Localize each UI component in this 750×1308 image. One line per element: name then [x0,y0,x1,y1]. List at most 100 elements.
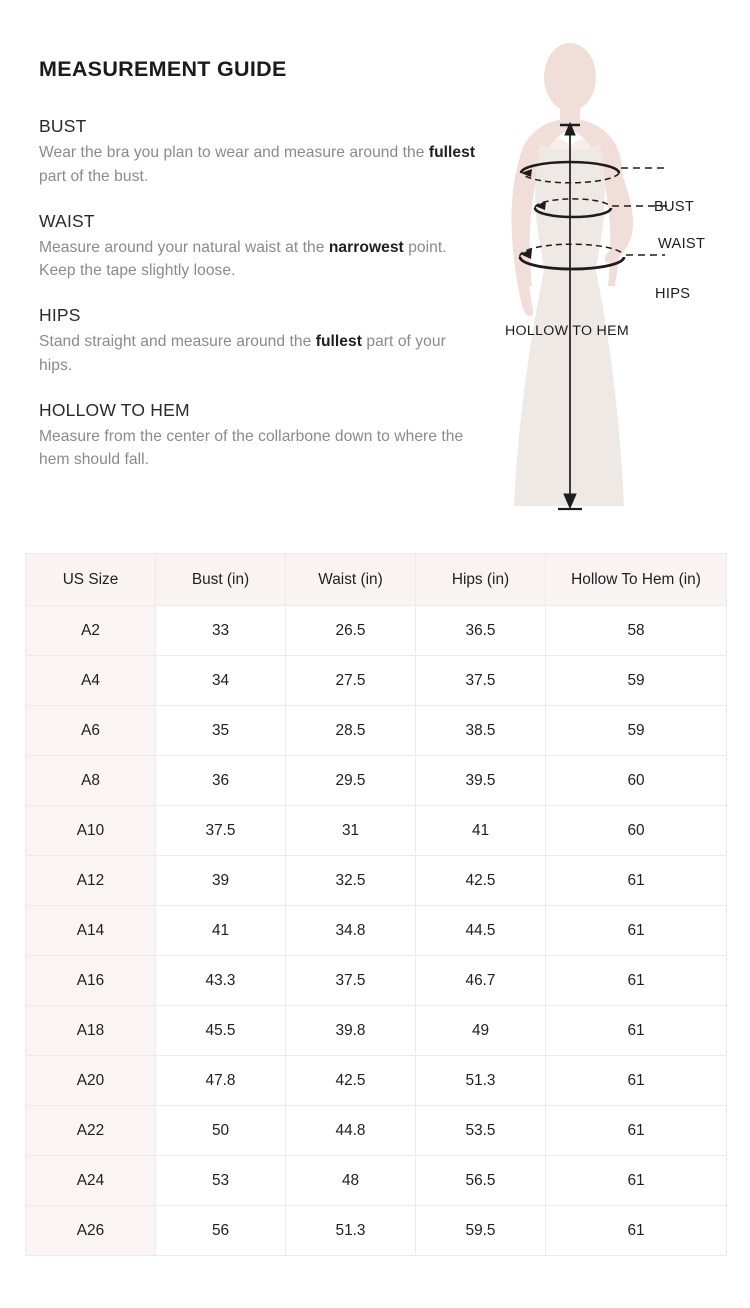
column-header-waist: Waist (in) [285,553,416,606]
size-chart-table: US Size Bust (in) Waist (in) Hips (in) H… [25,553,727,1256]
hth-text-pre: Measure from the center of the collarbon… [39,427,464,469]
waist-ring-back [534,198,610,209]
bust-emphasis: fullest [428,144,476,162]
figure-label-hollow-to-hem: HOLLOW TO HEM [505,323,629,339]
cell-measurement: 61 [545,905,727,956]
page-title: MEASUREMENT GUIDE [39,57,287,81]
section-hollow-to-hem-body: Measure from the center of the collarbon… [39,425,479,472]
head-shape [544,43,596,111]
bust-text-post: part of the bust. [39,167,149,185]
column-header-hollow-to-hem: Hollow To Hem (in) [545,553,727,606]
figure-label-waist: WAIST [658,236,706,252]
cell-measurement: 51.3 [415,1055,546,1106]
right-arm-shape [602,150,634,263]
cell-measurement: 53.5 [415,1105,546,1156]
cell-measurement: 31 [285,805,416,856]
hips-text-pre: Stand straight and measure around the [39,333,316,351]
cell-measurement: 39.5 [415,755,546,806]
table-row: A22 50 44.8 53.5 61 [25,1105,727,1156]
cell-measurement: 56.5 [415,1155,546,1206]
cell-measurement: 58 [545,605,727,656]
cell-us-size: A16 [25,955,156,1006]
section-waist: WAIST Measure around your natural waist … [39,211,479,284]
cell-measurement: 47.8 [155,1055,286,1106]
waist-measure-ring [533,198,668,219]
cell-measurement: 43.3 [155,955,286,1006]
cell-measurement: 36.5 [415,605,546,656]
left-arm-shape [511,152,534,317]
table-header-row: US Size Bust (in) Waist (in) Hips (in) H… [25,553,727,606]
cell-measurement: 60 [545,755,727,806]
cell-measurement: 61 [545,955,727,1006]
cell-us-size: A12 [25,855,156,906]
cell-measurement: 61 [545,1205,727,1256]
section-waist-heading: WAIST [39,210,95,231]
cell-us-size: A24 [25,1155,156,1206]
hips-emphasis: fullest [315,333,362,351]
table-row: A18 45.5 39.8 49 61 [25,1005,727,1056]
section-bust-body: Wear the bra you plan to wear and measur… [39,141,479,188]
section-hips-heading: HIPS [39,305,81,325]
section-waist-body: Measure around your natural waist at the… [39,236,479,283]
cell-measurement: 48 [285,1155,416,1206]
table-row: A2 33 26.5 36.5 58 [25,605,727,656]
cell-measurement: 46.7 [415,955,546,1006]
cell-measurement: 61 [545,1155,727,1206]
column-header-hips: Hips (in) [415,553,546,606]
cell-measurement: 37.5 [415,655,546,706]
bust-ring-front [519,160,621,174]
cell-measurement: 59 [545,655,727,706]
cell-measurement: 32.5 [285,855,416,906]
section-bust: BUST Wear the bra you plan to wear and m… [39,116,479,189]
cell-measurement: 56 [155,1205,286,1256]
cell-measurement: 34.8 [285,905,416,956]
cell-us-size: A10 [25,805,156,856]
neck-shape [560,102,580,124]
cell-measurement: 37.5 [285,955,416,1006]
cell-measurement: 45.5 [155,1005,286,1056]
figure-label-bust: BUST [654,199,695,215]
cell-measurement: 61 [545,1105,727,1156]
cell-measurement: 61 [545,855,727,906]
cell-measurement: 37.5 [155,805,286,856]
cell-measurement: 26.5 [285,605,416,656]
size-chart-body: A2 33 26.5 36.5 58 A4 34 27.5 37.5 59 A6 35 28.5 38.5… [25,605,727,1256]
cell-measurement: 27.5 [285,655,416,706]
cell-measurement: 53 [155,1155,286,1206]
cell-measurement: 60 [545,805,727,856]
cell-measurement: 59.5 [415,1205,546,1256]
table-row: A8 36 29.5 39.5 60 [25,755,727,806]
table-row: A26 56 51.3 59.5 61 [25,1205,727,1256]
size-chart-header: US Size Bust (in) Waist (in) Hips (in) H… [25,553,727,606]
mannequin-figure: BUST WAIST HIPS HOLLOW TO HEM [492,40,750,530]
cell-us-size: A22 [25,1105,156,1156]
cell-measurement: 39.8 [285,1005,416,1056]
cell-us-size: A20 [25,1055,156,1106]
cell-measurement: 33 [155,605,286,656]
bust-ring-arrowhead [521,169,532,177]
hollow-to-hem-arrow [558,121,582,511]
cell-measurement: 41 [155,905,286,956]
hips-ring-arrowhead [520,249,532,259]
table-row: A12 39 32.5 42.5 61 [25,855,727,906]
waist-emphasis: narrowest [328,238,404,256]
bust-measure-ring [519,160,664,184]
table-row: A10 37.5 31 41 60 [25,805,727,856]
cell-measurement: 50 [155,1105,286,1156]
cell-us-size: A4 [25,655,156,706]
cell-measurement: 61 [545,1055,727,1106]
cell-measurement: 44.8 [285,1105,416,1156]
waist-ring-arrowhead [535,201,546,210]
waist-text-post: point. Keep the tape slightly loose. [39,238,447,280]
cell-measurement: 59 [545,705,727,756]
cell-measurement: 42.5 [415,855,546,906]
hips-text-post: part of your hips. [39,333,446,374]
section-hips: HIPS Stand straight and measure around t… [39,305,479,378]
cell-measurement: 39 [155,855,286,906]
cell-us-size: A14 [25,905,156,956]
table-row: A24 53 48 56.5 61 [25,1155,727,1206]
cell-measurement: 44.5 [415,905,546,956]
mannequin-illustration-svg [511,43,668,511]
hth-arrow-head-bottom [563,493,577,510]
cell-measurement: 41 [415,805,546,856]
